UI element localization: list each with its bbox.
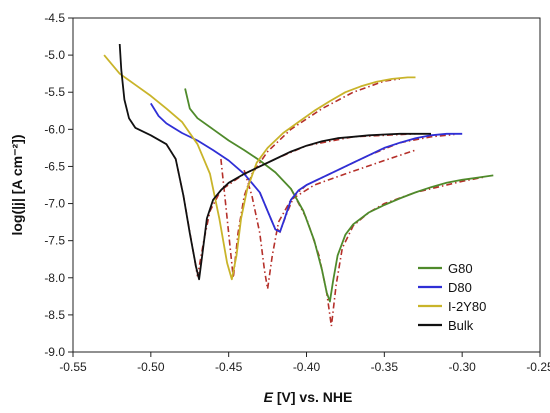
series-line-i-2y80 [103, 54, 416, 281]
series-line-bulk [118, 43, 431, 281]
y-tick-label: -4.5 [44, 11, 65, 25]
legend: G80 D80 I-2Y80 Bulk [418, 261, 486, 333]
legend-label: D80 [448, 280, 472, 295]
x-tick-label: -0.30 [448, 360, 476, 374]
legend-label: I-2Y80 [448, 299, 486, 314]
x-tick-label: -0.35 [371, 360, 399, 374]
series-line-d80 [150, 102, 463, 233]
legend-label: Bulk [448, 318, 474, 333]
y-tick-label: -7.5 [44, 234, 65, 248]
y-tick-label: -6.5 [44, 159, 65, 173]
x-axis-label: E [V] vs. NHE [264, 389, 353, 405]
series-line-g80 [184, 88, 494, 303]
x-tick-label: -0.25 [526, 360, 550, 374]
y-tick-label: -8.0 [44, 271, 65, 285]
legend-label: G80 [448, 261, 473, 276]
y-tick-label: -5.0 [44, 48, 65, 62]
y-tick-label: -7.0 [44, 197, 65, 211]
fit-line-extra [243, 149, 416, 290]
axes: -0.55 -0.50 -0.45 -0.40 -0.35 -0.30 -0.25 -4.5 -… [44, 11, 550, 374]
x-tick-label: -0.50 [137, 360, 165, 374]
y-tick-label: -9.0 [44, 345, 65, 359]
x-axis-label-rest: [V] vs. NHE [273, 389, 352, 405]
x-tick-label: -0.55 [59, 360, 87, 374]
x-axis-label-italic: E [264, 389, 274, 405]
y-axis-label: log(|j| [A cm⁻²]) [9, 134, 25, 235]
y-tick-label: -6.0 [44, 122, 65, 136]
y-tick-label: -5.5 [44, 85, 65, 99]
y-tick-label: -8.5 [44, 308, 65, 322]
x-tick-label: -0.45 [215, 360, 243, 374]
data-series [103, 43, 494, 303]
x-tick-label: -0.40 [293, 360, 321, 374]
